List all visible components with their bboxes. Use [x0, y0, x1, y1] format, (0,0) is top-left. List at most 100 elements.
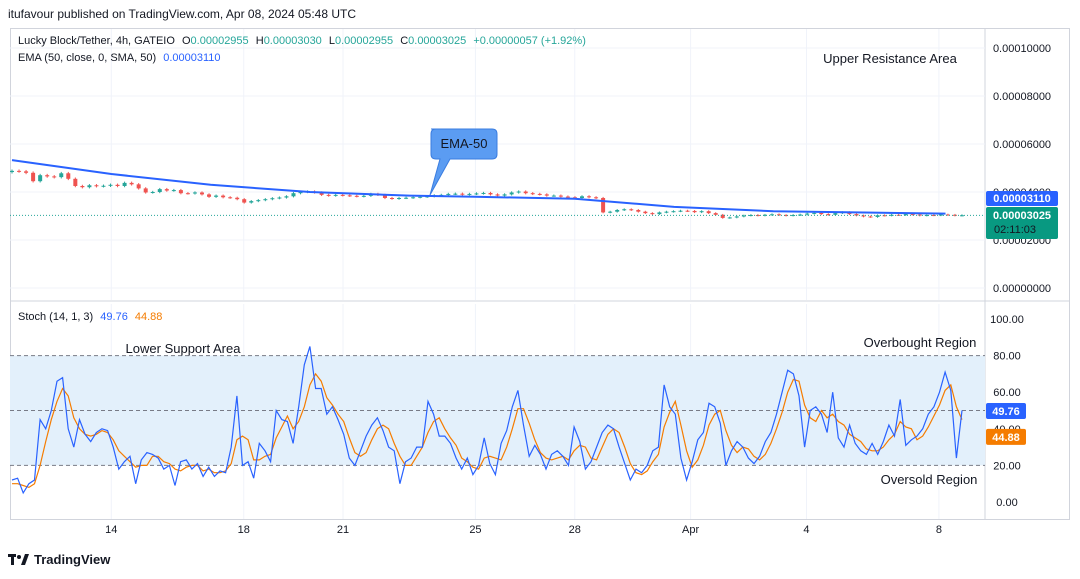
candle-body — [404, 197, 409, 199]
candle-body — [706, 211, 711, 214]
candle-body — [340, 194, 345, 196]
candle-body — [664, 211, 669, 213]
upper-resistance-annotation: Upper Resistance Area — [823, 51, 957, 66]
stoch-tick-label: 100.00 — [990, 314, 1024, 326]
candle-body — [692, 210, 697, 213]
candle-body — [87, 185, 92, 188]
candle-body — [608, 211, 613, 213]
candle-body — [221, 195, 226, 198]
candle-body — [200, 192, 204, 195]
candle-body — [397, 198, 402, 199]
candle-body — [354, 195, 359, 197]
candle-body — [73, 178, 78, 186]
candle-body — [347, 195, 352, 197]
time-tick-label: 14 — [105, 524, 117, 536]
stoch-tick-label: 60.00 — [993, 387, 1021, 399]
last-price-badge-label: 0.00003025 — [993, 210, 1051, 222]
candle-body — [488, 192, 493, 195]
candle-body — [960, 215, 964, 217]
candle-body — [228, 197, 233, 199]
change-label: +0.00000057 (+1.92%) — [473, 35, 586, 47]
time-tick-label: 18 — [238, 524, 250, 536]
candle-body — [31, 172, 36, 182]
candle-body — [122, 182, 127, 186]
candle-body — [291, 193, 296, 197]
candle-body — [770, 214, 774, 216]
symbol-label[interactable]: Lucky Block/Tether, 4h, GATEIO — [18, 35, 175, 47]
time-tick-label: 25 — [469, 524, 481, 536]
tradingview-logo-text: TradingView — [34, 552, 111, 567]
candle-body — [136, 184, 141, 189]
candle-body — [530, 193, 535, 195]
candle-body — [101, 185, 106, 187]
candle-body — [157, 189, 162, 192]
candle-body — [868, 216, 873, 218]
candle-body — [319, 192, 324, 195]
candle-body — [713, 213, 718, 215]
candle-body — [143, 188, 148, 193]
candle-body — [474, 193, 479, 195]
candle-body — [924, 215, 929, 217]
candle-body — [537, 193, 542, 195]
ema-legend: EMA (50, close, 0, SMA, 50) 0.00003110 — [18, 52, 225, 64]
candle-body — [875, 215, 880, 217]
candle-body — [277, 197, 282, 199]
candle-body — [171, 190, 176, 192]
candle-body — [326, 194, 331, 196]
candle-body — [551, 195, 556, 197]
candle-body — [622, 209, 627, 211]
candle-body — [509, 192, 514, 195]
stoch-legend: Stoch (14, 1, 3) 49.76 44.88 — [18, 311, 166, 323]
overbought-annotation: Overbought Region — [864, 335, 977, 350]
candle-body — [826, 214, 831, 216]
candle-body — [333, 194, 338, 196]
candle-body — [411, 197, 416, 199]
stoch-d-value: 44.88 — [134, 311, 163, 323]
ema-50-line[interactable] — [11, 159, 946, 215]
candle-body — [38, 175, 43, 182]
time-tick-label: 4 — [803, 524, 809, 536]
candle-body — [615, 210, 620, 212]
ema-label[interactable]: EMA (50, close, 0, SMA, 50) — [18, 52, 157, 64]
candle-body — [460, 193, 465, 195]
candle-body — [164, 189, 169, 191]
candle-body — [945, 214, 950, 216]
ema-value: 0.00003110 — [163, 52, 221, 64]
candle-body — [685, 210, 690, 212]
stoch-k-line[interactable] — [11, 346, 963, 495]
candle-body — [270, 198, 275, 200]
candle-body — [734, 216, 739, 218]
lower-support-annotation: Lower Support Area — [126, 341, 242, 356]
candle-body — [418, 196, 423, 198]
open-label: O0.00002955 — [181, 35, 249, 47]
candle-body — [678, 210, 683, 212]
candle-body — [256, 200, 261, 202]
price-tick-label: 0.00006000 — [993, 139, 1051, 151]
time-tick-label: Apr — [682, 524, 699, 536]
candle-body — [720, 214, 725, 218]
close-label: C0.00003025 — [400, 35, 467, 47]
stoch-tick-label: 0.00 — [996, 497, 1017, 509]
tradingview-logo[interactable]: TradingView — [8, 552, 110, 567]
candle-body — [882, 215, 887, 217]
candle-body — [298, 192, 303, 194]
candle-body — [636, 210, 641, 212]
candle-body — [629, 209, 634, 211]
candle-body — [516, 191, 521, 193]
price-tick-label: 0.00010000 — [993, 43, 1051, 55]
candle-body — [699, 211, 704, 213]
candle-body — [214, 195, 219, 197]
candle-body — [17, 170, 22, 172]
stoch-d-line[interactable] — [12, 372, 963, 489]
candle-body — [10, 170, 14, 173]
candle-body — [777, 214, 782, 216]
candle-body — [727, 217, 732, 219]
time-tick-label: 8 — [936, 524, 942, 536]
candle-body — [833, 213, 838, 215]
stoch-label[interactable]: Stoch (14, 1, 3) — [18, 311, 94, 323]
candle-body — [129, 182, 134, 185]
candle-body — [671, 211, 676, 213]
candle-body — [558, 195, 563, 197]
candle-body — [657, 212, 662, 215]
